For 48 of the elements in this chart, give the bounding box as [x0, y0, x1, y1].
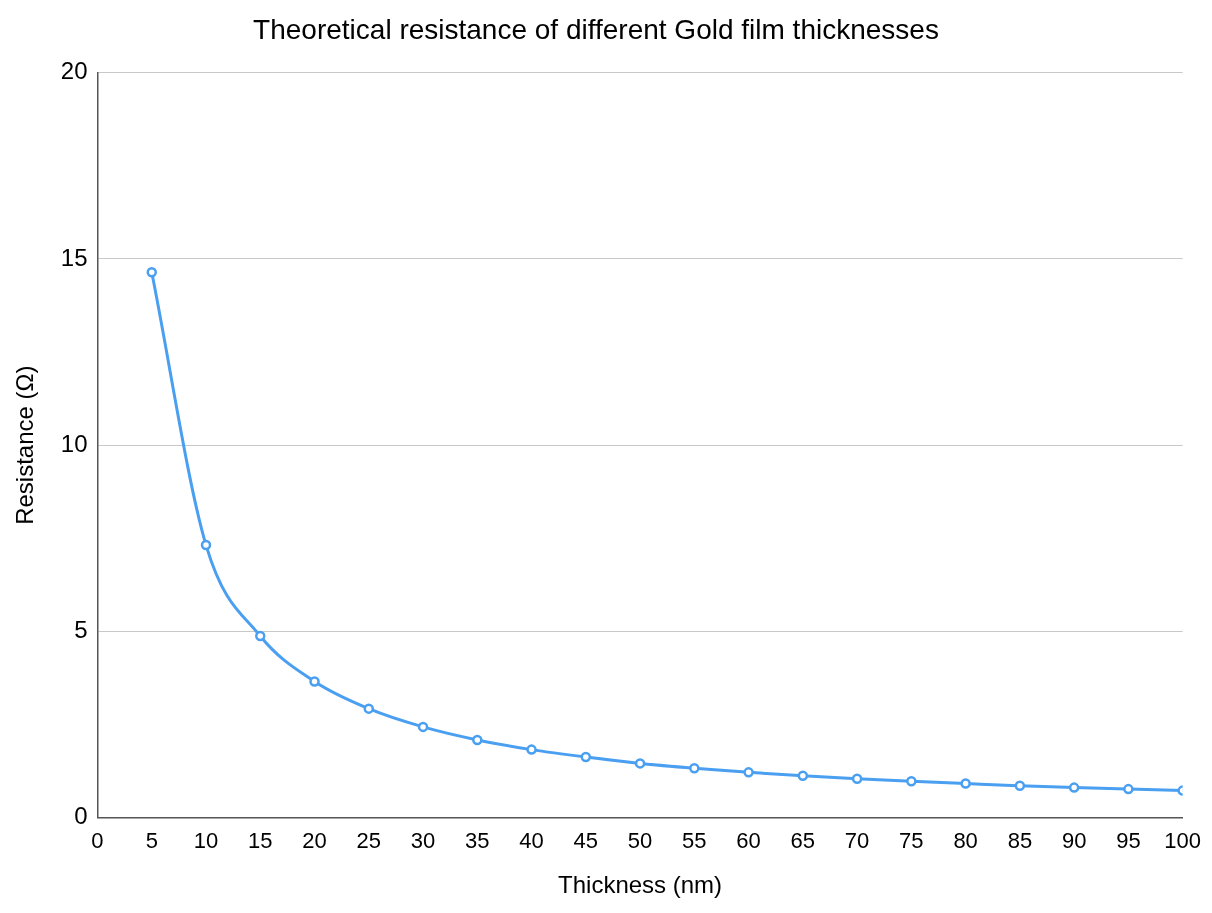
- x-tick-label: 30: [410, 828, 436, 854]
- y-axis-title: Resistance (Ω): [11, 365, 39, 525]
- x-tick-label: 70: [844, 828, 870, 854]
- y-tick-label: 15: [60, 243, 88, 271]
- point: [526, 744, 537, 755]
- x-tick-label: 90: [1061, 828, 1087, 854]
- point: [1068, 782, 1080, 793]
- point: [417, 721, 429, 733]
- point: [309, 676, 320, 687]
- y-tick-label: 10: [60, 429, 88, 457]
- point: [906, 776, 917, 787]
- point: [255, 630, 266, 642]
- x-tick-label: 0: [91, 828, 104, 854]
- point: [851, 773, 863, 784]
- x-axis-title: Thickness (nm): [558, 871, 723, 899]
- point: [689, 762, 700, 774]
- x-tick-label: 5: [145, 828, 158, 854]
- point: [960, 778, 971, 789]
- x-tick-label: 65: [790, 828, 816, 854]
- x-tick-label: 55: [682, 828, 707, 854]
- x-tick-label: 75: [899, 828, 924, 854]
- y-tick-label: 5: [74, 616, 88, 644]
- point: [743, 767, 754, 778]
- x-tick-label: 80: [953, 828, 978, 854]
- x-tick-label: 60: [736, 828, 761, 854]
- x-tick-label: 100: [1164, 828, 1202, 854]
- x-tick-label: 40: [519, 828, 544, 854]
- x-tick-label: 45: [573, 828, 599, 854]
- x-tick-label: 25: [356, 828, 382, 854]
- point: [580, 751, 592, 763]
- x-tick-label: 95: [1116, 828, 1141, 854]
- point: [1014, 780, 1026, 792]
- point: [797, 770, 809, 781]
- point: [363, 703, 375, 714]
- y-tick-label: 0: [74, 802, 88, 830]
- chart-title: Theoretical resistance of different Gold film thicknesses: [253, 13, 939, 45]
- point: [146, 267, 157, 278]
- x-tick-label: 15: [248, 828, 273, 854]
- x-tick-label: 50: [627, 828, 653, 854]
- y-tick-label: 20: [60, 57, 88, 85]
- point: [200, 539, 212, 551]
- point: [634, 758, 646, 769]
- x-tick-label: 20: [302, 828, 327, 854]
- point: [1123, 783, 1134, 795]
- x-tick-label: 35: [465, 828, 490, 854]
- x-tick-label: 10: [193, 828, 219, 854]
- x-tick-label: 85: [1007, 828, 1033, 854]
- point: [472, 734, 483, 746]
